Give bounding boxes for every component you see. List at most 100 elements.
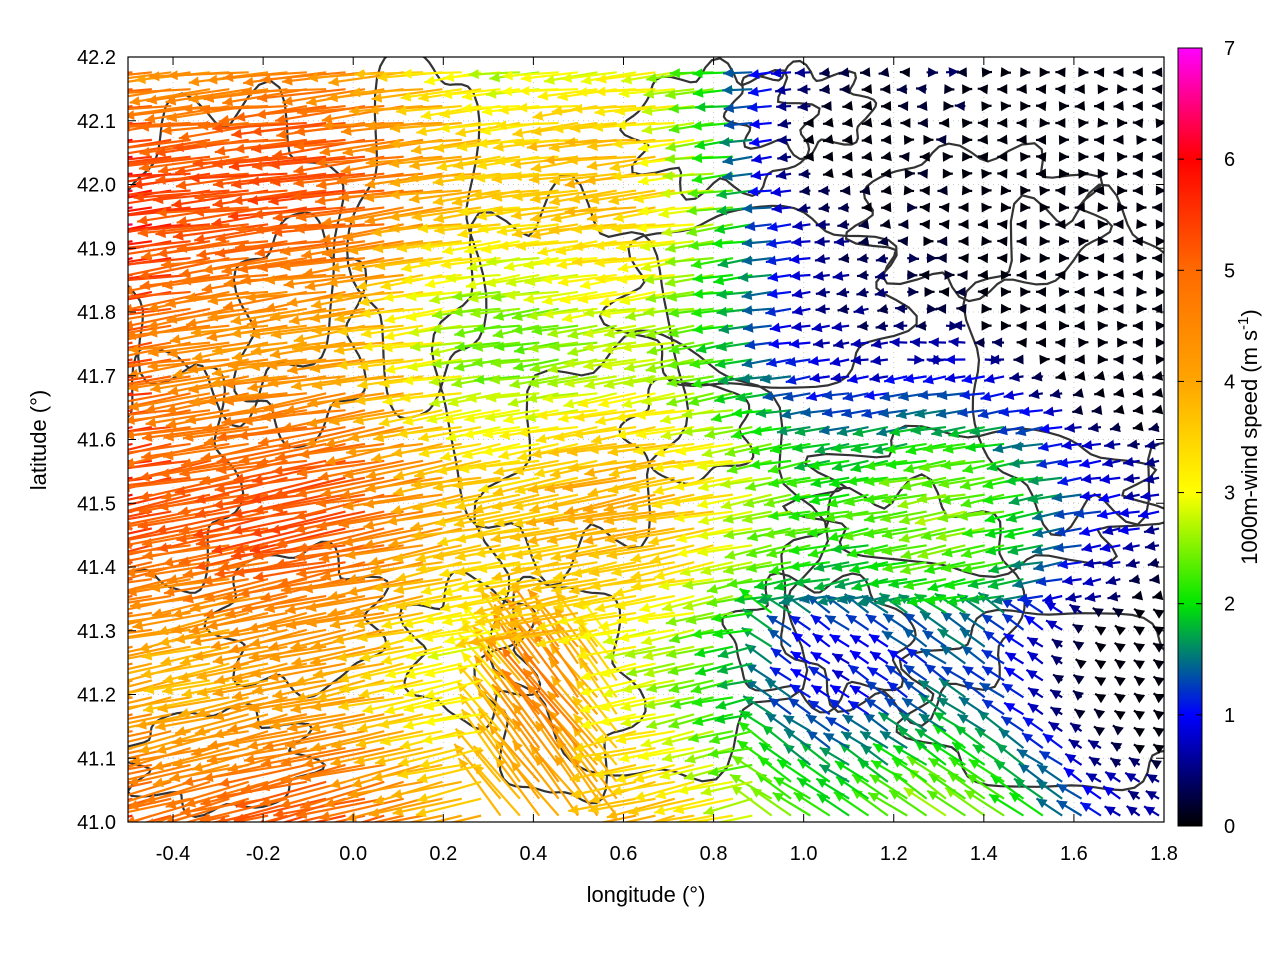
wind-arrow-head [1043, 734, 1054, 744]
wind-arrow-head [904, 681, 915, 691]
wind-arrow-head [78, 543, 89, 553]
wind-arrow-head [857, 321, 867, 331]
wind-arrow-head [584, 467, 595, 477]
wind-arrow-head [54, 543, 65, 553]
wind-arrow-head [1074, 709, 1085, 719]
wind-arrow-shaft [72, 714, 152, 730]
wind-arrow [1043, 734, 1062, 748]
wind-arrow [1073, 641, 1084, 651]
wind-arrow-head [110, 799, 121, 809]
wind-arrow-head [865, 699, 876, 709]
wind-arrow-head [698, 515, 709, 525]
wind-arrow [1144, 806, 1159, 816]
wind-arrow [1117, 338, 1127, 348]
wind-arrow-head [1001, 716, 1012, 726]
wind-arrow-head [981, 321, 991, 331]
wind-arrow-head [492, 571, 503, 581]
wind-arrow-head [337, 360, 347, 370]
wind-arrow [1098, 321, 1108, 331]
wind-arrow-head [385, 314, 396, 324]
wind-arrow-head [1152, 590, 1163, 600]
wind-arrow-head [1129, 574, 1140, 584]
wind-arrow-head [75, 522, 86, 532]
wind-arrow [1127, 806, 1140, 816]
wind-arrow-shaft [564, 816, 636, 831]
wind-arrow-head [59, 838, 70, 848]
wind-arrow-head [98, 483, 109, 493]
wind-arrow-head [465, 413, 476, 423]
wind-arrow-head [646, 720, 657, 730]
wind-arrow-head [1036, 338, 1046, 348]
wind-arrow-head [1117, 338, 1127, 348]
wind-arrow-head [103, 405, 114, 415]
wind-arrow-head [867, 667, 878, 677]
wind-arrow [746, 664, 772, 681]
wind-arrow-head [124, 458, 135, 468]
wind-arrow-head [58, 337, 69, 347]
wind-arrow [1153, 609, 1164, 619]
wind-arrow [693, 714, 733, 726]
wind-arrow [1085, 592, 1101, 602]
wind-arrow [1055, 355, 1065, 365]
wind-arrow-head [643, 375, 653, 385]
wind-arrow-head [219, 778, 230, 788]
wind-arrow-head [510, 379, 521, 389]
wind-arrow-head [1114, 371, 1125, 381]
wind-arrow-head [333, 721, 344, 731]
wind-arrow-head [319, 828, 330, 838]
wind-arrow [1140, 491, 1159, 501]
wind-arrow-head [1037, 765, 1048, 775]
wind-arrow-head [814, 581, 825, 591]
wind-arrow-head [107, 353, 118, 363]
wind-arrow [1036, 321, 1046, 331]
wind-arrow-head [1069, 739, 1080, 749]
wind-arrow-head [1017, 338, 1027, 348]
wind-arrow [1005, 652, 1023, 663]
wind-arrow [1065, 423, 1082, 433]
wind-arrow [963, 666, 985, 680]
wind-arrow-head [1107, 592, 1118, 602]
wind-arrow [1059, 321, 1069, 331]
wind-arrow [745, 340, 772, 350]
wind-arrow-head [732, 756, 743, 766]
wind-arrow-head [1134, 660, 1145, 669]
wind-arrow-head [123, 834, 134, 844]
wind-arrow [1075, 371, 1086, 381]
wind-arrow [1062, 575, 1081, 585]
wind-arrow-head [1013, 354, 1023, 364]
wind-arrow-head [272, 703, 283, 713]
wind-arrow [1095, 642, 1106, 652]
wind-arrow-head [63, 817, 74, 827]
wind-arrow-head [886, 665, 897, 675]
wind-arrow [1105, 806, 1121, 815]
wind-arrow-head [1134, 676, 1145, 686]
wind-arrow-head [156, 525, 167, 535]
wind-arrow-head [1127, 806, 1138, 816]
wind-arrow [869, 634, 888, 646]
wind-arrow-head [1095, 660, 1106, 670]
wind-arrow-head [30, 332, 41, 342]
wind-arrow-head [1094, 371, 1105, 381]
wind-arrow-head [141, 828, 152, 838]
wind-arrow-head [1085, 592, 1096, 602]
wind-arrow-head [562, 313, 573, 323]
wind-arrow-head [79, 707, 90, 717]
wind-arrow [769, 339, 791, 349]
wind-arrow [1055, 338, 1065, 348]
wind-arrow-shaft [35, 782, 133, 798]
wind-arrow-head [1049, 722, 1060, 732]
wind-arrow [37, 343, 133, 365]
wind-arrow-head [211, 640, 222, 650]
wind-arrow-head [478, 484, 489, 494]
wind-arrow [669, 714, 714, 729]
wind-arrow-shaft [32, 545, 132, 557]
wind-arrow-shaft [57, 410, 152, 426]
wind-arrow [1134, 660, 1145, 669]
wind-arrow-head [1134, 643, 1145, 653]
wind-arrow [1153, 660, 1164, 670]
wind-arrow [1107, 592, 1120, 602]
wind-arrow-head [883, 614, 894, 624]
wind-arrow-head [819, 425, 830, 435]
wind-arrow-head [1072, 405, 1083, 415]
wind-arrow [1028, 688, 1043, 698]
